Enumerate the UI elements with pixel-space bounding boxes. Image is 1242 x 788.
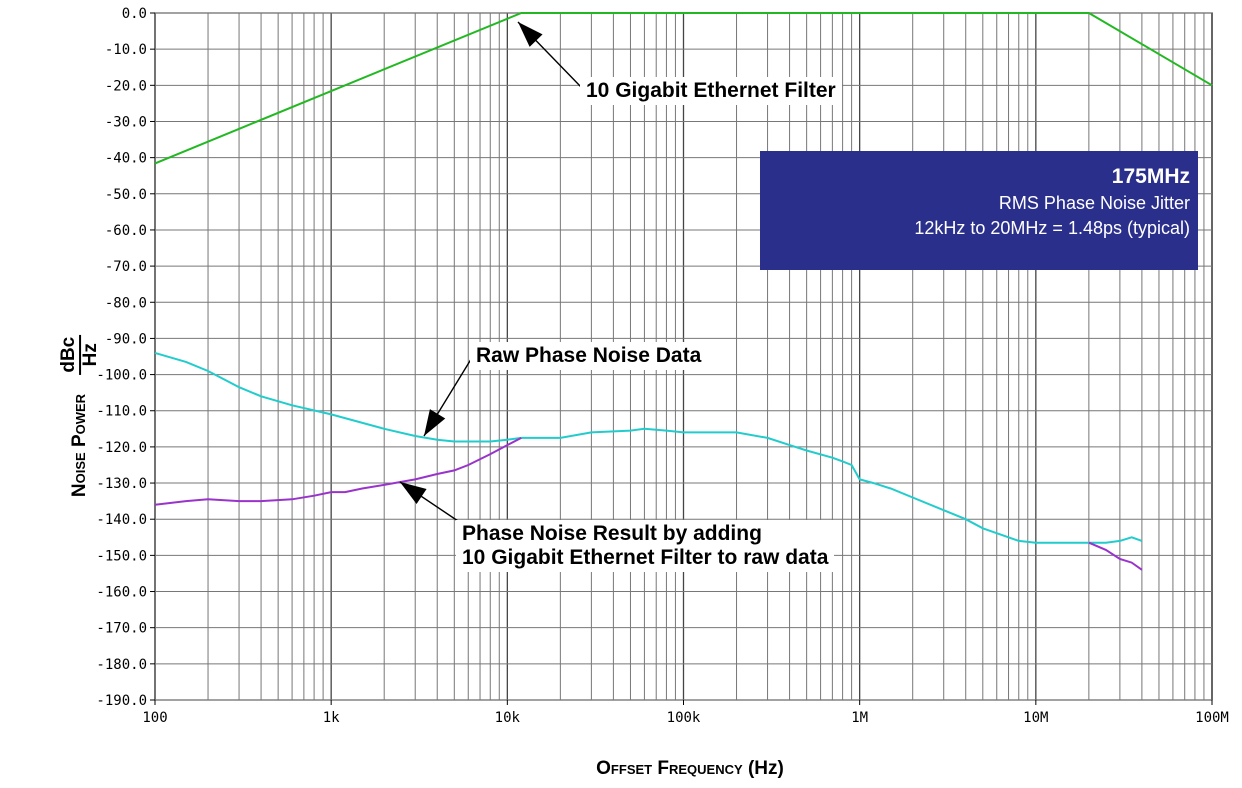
annotation-result: Phase Noise Result by adding 10 Gigabit … [456, 520, 835, 573]
y-axis-label: Noise Power dBc Hz [58, 256, 101, 576]
series-filter-line [154, 12, 1213, 165]
x-tick-label: 100k [667, 710, 701, 726]
series-result-line-tail [1088, 541, 1143, 571]
y-axis-label-main: Noise Power [69, 393, 91, 498]
chart-series [154, 12, 1213, 571]
y-tick-label: -70.0 [105, 259, 147, 275]
arrow-to-raw-data-head [424, 409, 446, 436]
y-tick-label: -120.0 [96, 440, 147, 456]
series-raw-phase-noise-line [154, 351, 1143, 544]
chart-ticks: 0.0 -10.0 -20.0 -30.0 -40.0 -50.0 -60.0 -70.0 -8… [96, 6, 1228, 726]
series-result-line [154, 437, 522, 506]
y-axis-unit-numerator: dBc [58, 334, 81, 375]
y-tick-label: -150.0 [96, 548, 147, 564]
y-tick-label: -190.0 [96, 693, 147, 709]
x-axis-label: Offset Frequency (Hz) [520, 758, 860, 780]
y-tick-label: -60.0 [105, 223, 147, 239]
x-tick-label: 100M [1195, 710, 1229, 726]
arrow-to-result-head [400, 482, 427, 504]
y-tick-label: -110.0 [96, 404, 147, 420]
y-tick-label: -170.0 [96, 621, 147, 637]
y-tick-label: -10.0 [105, 42, 147, 58]
y-tick-label: -80.0 [105, 295, 147, 311]
y-tick-label: 0.0 [122, 6, 147, 22]
jitter-info-box: 175MHz RMS Phase Noise Jitter 12kHz to 2… [760, 151, 1198, 270]
y-tick-label: -180.0 [96, 657, 147, 673]
y-tick-label: -90.0 [105, 331, 147, 347]
y-tick-label: -30.0 [105, 114, 147, 130]
annotation-result-line1: Phase Noise Result by adding [462, 522, 762, 545]
x-axis-label-unit: (Hz) [747, 758, 784, 779]
x-tick-label: 10M [1023, 710, 1048, 726]
info-box-line2: 12kHz to 20MHz = 1.48ps (typical) [914, 218, 1190, 238]
y-tick-label: -160.0 [96, 585, 147, 601]
annotation-raw-data: Raw Phase Noise Data [470, 342, 708, 371]
annotation-result-line2: 10 Gigabit Ethernet Filter to raw data [462, 546, 829, 570]
x-axis-label-main: Offset Frequency [596, 758, 743, 779]
y-tick-label: -40.0 [105, 151, 147, 167]
x-tick-label: 1k [323, 710, 340, 726]
arrow-to-filter-head [518, 22, 543, 47]
annotation-arrows [399, 21, 583, 522]
x-tick-label: 1M [851, 710, 868, 726]
x-tick-label: 100 [142, 710, 167, 726]
x-tick-label: 10k [495, 710, 521, 726]
y-tick-label: -20.0 [105, 78, 147, 94]
y-tick-label: -130.0 [96, 476, 147, 492]
y-tick-label: -100.0 [96, 368, 147, 384]
y-tick-label: -50.0 [105, 187, 147, 203]
info-box-title: 175MHz [1111, 165, 1190, 188]
annotation-filter: 10 Gigabit Ethernet Filter [580, 77, 842, 106]
info-box-line1: RMS Phase Noise Jitter [998, 193, 1190, 213]
y-axis-unit-fraction: dBc Hz [58, 334, 101, 375]
y-tick-label: -140.0 [96, 512, 147, 528]
y-axis-unit-denominator: Hz [80, 343, 101, 367]
